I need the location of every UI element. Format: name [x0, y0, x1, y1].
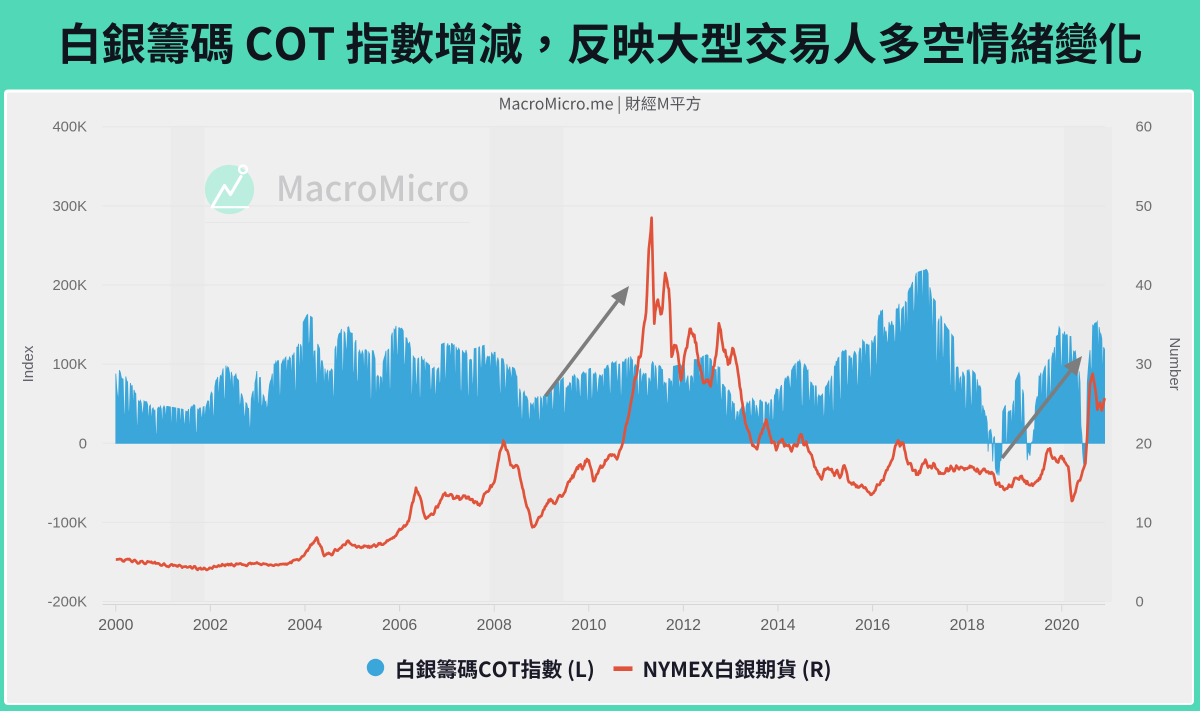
svg-text:2006: 2006 — [382, 617, 417, 634]
svg-text:60: 60 — [1136, 120, 1152, 136]
svg-text:30: 30 — [1136, 357, 1152, 373]
svg-text:40: 40 — [1136, 278, 1152, 294]
svg-text:2016: 2016 — [855, 617, 890, 634]
svg-text:400K: 400K — [52, 120, 87, 136]
svg-text:2008: 2008 — [477, 617, 512, 634]
svg-text:300K: 300K — [52, 199, 87, 215]
svg-text:2018: 2018 — [950, 617, 985, 634]
svg-text:-100K: -100K — [48, 515, 88, 531]
svg-text:Index: Index — [20, 345, 37, 382]
svg-text:2010: 2010 — [571, 617, 606, 634]
svg-text:2020: 2020 — [1044, 617, 1079, 634]
svg-text:2002: 2002 — [193, 617, 228, 634]
svg-text:0: 0 — [1136, 595, 1144, 611]
svg-text:200K: 200K — [52, 278, 87, 294]
svg-text:100K: 100K — [52, 357, 87, 373]
svg-text:2000: 2000 — [98, 617, 133, 634]
svg-text:0: 0 — [79, 436, 87, 452]
svg-text:2014: 2014 — [760, 617, 795, 634]
svg-text:-200K: -200K — [48, 595, 88, 611]
svg-text:10: 10 — [1136, 515, 1152, 531]
svg-text:Number: Number — [1166, 337, 1183, 390]
svg-text:2012: 2012 — [666, 617, 701, 634]
svg-text:20: 20 — [1136, 436, 1152, 452]
svg-text:2004: 2004 — [287, 617, 322, 634]
svg-text:50: 50 — [1136, 199, 1152, 215]
